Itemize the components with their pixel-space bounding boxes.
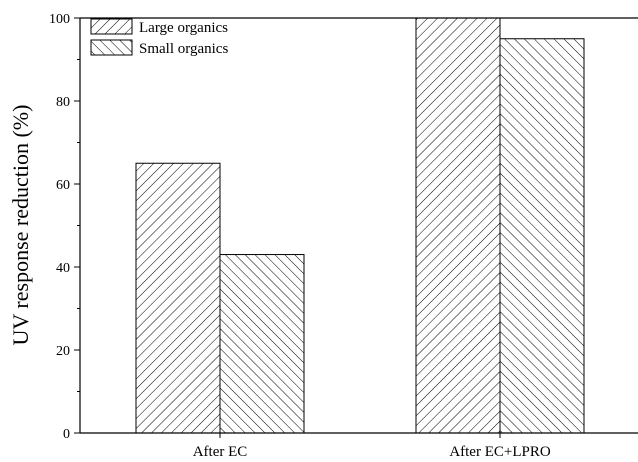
y-tick-label: 40 <box>56 261 70 276</box>
bar-large-2 <box>415 17 501 434</box>
y-tick-label: 60 <box>56 178 70 193</box>
legend-swatch <box>90 18 133 35</box>
y-tick-label: 100 <box>49 12 70 27</box>
y-tick-label: 20 <box>56 344 70 359</box>
legend-label: Small organics <box>139 41 228 57</box>
legend-label: Large organics <box>139 20 228 36</box>
legend: Large organics Small organics <box>90 18 228 57</box>
axes-group: 0 20 40 60 80 100 After EC After EC+LPRO <box>49 12 638 460</box>
bar-large-1 <box>135 162 221 434</box>
y-tick-label: 0 <box>63 427 70 442</box>
legend-swatch <box>90 39 133 56</box>
x-category-label: After EC <box>193 444 248 460</box>
bar-small-1 <box>219 254 305 434</box>
x-category-label: After EC+LPRO <box>449 444 551 460</box>
bars-group <box>135 17 585 434</box>
y-axis-title: UV response reduction (%) <box>8 105 33 346</box>
bar-small-2 <box>499 38 585 434</box>
y-tick-label: 80 <box>56 95 70 110</box>
